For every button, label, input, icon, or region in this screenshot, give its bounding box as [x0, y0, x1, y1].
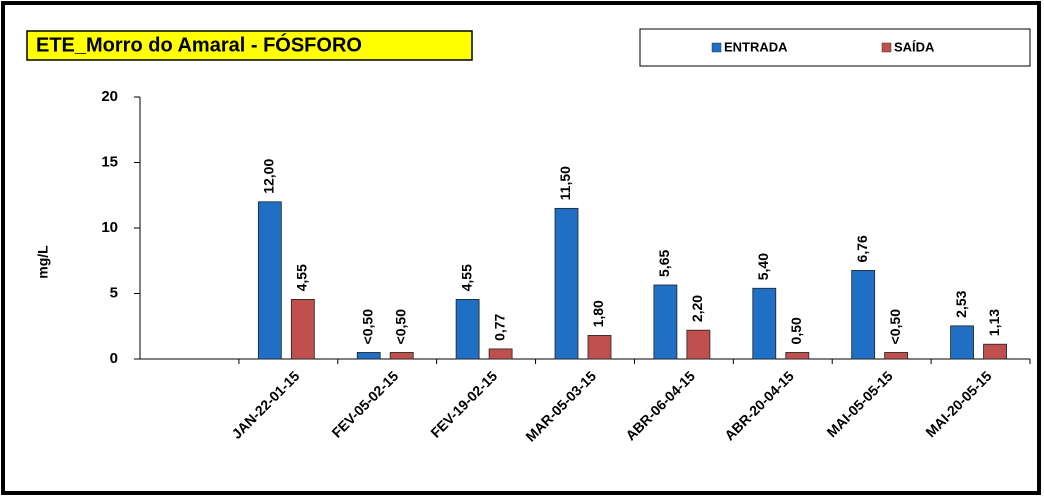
data-label: 2,53	[953, 290, 969, 317]
data-label: <0,50	[392, 309, 408, 345]
legend-label: SAÍDA	[894, 39, 935, 54]
legend-swatch	[881, 42, 892, 53]
y-axis-label: mg/L	[35, 245, 51, 279]
bar	[455, 298, 480, 360]
bar	[257, 201, 282, 360]
bar	[752, 287, 777, 360]
title-box	[26, 30, 473, 61]
y-tick-label: 15	[101, 153, 118, 170]
data-label: 1,80	[590, 300, 606, 327]
data-label: 12,00	[261, 159, 277, 194]
legend-label: ENTRADA	[724, 39, 788, 54]
y-tick-label: 20	[101, 88, 118, 105]
data-label: <0,50	[887, 309, 903, 345]
data-label: 5,65	[656, 250, 672, 277]
bar	[587, 335, 612, 360]
y-tick-label: 0	[110, 350, 118, 367]
bar	[488, 348, 513, 360]
bar	[653, 284, 678, 360]
data-label: 4,55	[294, 264, 310, 291]
data-label: 4,55	[458, 264, 474, 291]
bar	[851, 270, 876, 360]
bar	[389, 352, 414, 360]
data-label: 0,50	[788, 317, 804, 344]
data-label: 2,20	[689, 295, 705, 322]
data-label: <0,50	[359, 309, 375, 345]
data-label: 11,50	[557, 166, 573, 200]
chart-title: ETE_Morro do Amaral - FÓSFORO	[36, 32, 362, 56]
legend-swatch	[711, 42, 722, 53]
bar	[950, 325, 974, 360]
data-label: 1,13	[986, 309, 1002, 336]
bar	[554, 207, 579, 360]
bar	[884, 352, 909, 360]
bar	[983, 343, 1007, 360]
bar	[290, 298, 315, 360]
data-label: 0,77	[491, 313, 507, 340]
y-tick-label: 10	[101, 219, 118, 236]
data-label: 5,40	[755, 253, 771, 280]
legend-box	[639, 28, 1031, 67]
data-label: 6,76	[854, 235, 870, 262]
bar	[785, 352, 810, 360]
bar	[686, 329, 711, 360]
y-tick-label: 5	[110, 284, 118, 301]
bar	[356, 352, 381, 360]
